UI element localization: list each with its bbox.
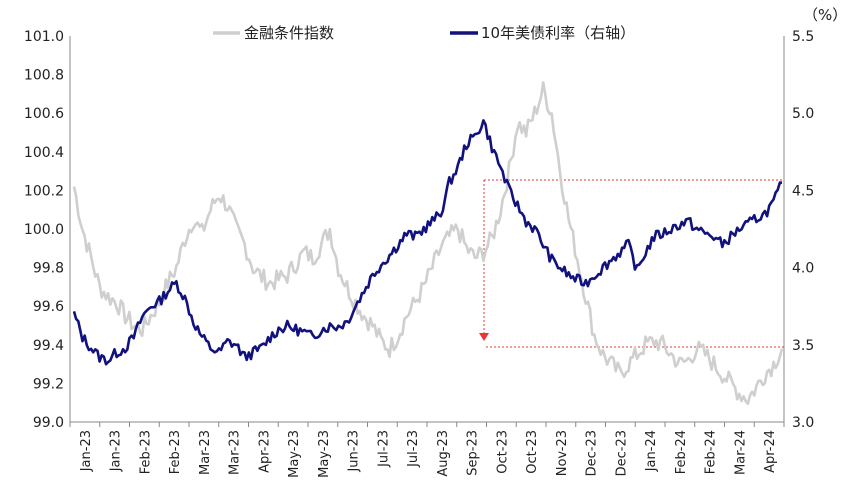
annotation [479, 179, 784, 348]
x-tick-label: Dec-23 [614, 430, 629, 476]
x-tick-label: Mar-23 [198, 430, 213, 475]
left-tick-label: 99.0 [33, 415, 64, 431]
annotation-arrowhead [479, 333, 489, 341]
x-tick-label: Feb-23 [138, 430, 153, 474]
x-tick-label: Nov-23 [555, 430, 570, 476]
legend: 金融条件指数 10年美债利率（右轴） [213, 24, 635, 42]
left-tick-label: 101.0 [24, 29, 64, 45]
x-tick-label: Aug-23 [436, 430, 451, 477]
right-tick-label: 4.5 [792, 183, 814, 199]
x-tick-label: Feb-24 [674, 430, 689, 474]
x-tick-label: Apr-23 [257, 430, 272, 473]
x-tick-label: May-23 [317, 430, 332, 478]
right-tick-label: 3.0 [792, 415, 814, 431]
left-tick-label: 99.4 [33, 338, 64, 354]
x-tick-label: Mar-24 [733, 430, 748, 475]
x-tick-label: Dec-23 [585, 430, 600, 476]
right-tick-label: 5.5 [792, 29, 814, 45]
x-tick-label: Jan-24 [644, 430, 659, 472]
right-tick-label: 3.5 [792, 338, 814, 354]
x-tick-label: Feb-24 [704, 430, 719, 474]
x-tick-label: Jul-23 [406, 430, 421, 468]
x-tick-label: Jul-23 [376, 430, 391, 468]
right-tick-label: 4.0 [792, 261, 814, 277]
x-tick-label: Jun-23 [347, 430, 362, 473]
series-line-yield [72, 119, 783, 366]
x-tick-label: Jan-23 [109, 430, 124, 472]
left-tick-label: 100.0 [24, 222, 64, 238]
x-tick-label: May-23 [287, 430, 302, 478]
x-axis-ticks: Jan-23 Jan-23 Feb-23 Feb-23 Mar-23 Mar-23 Apr-… [69, 422, 785, 478]
x-tick-label: Oct-23 [495, 430, 510, 474]
right-axis-unit-label: （%） [803, 6, 847, 24]
x-tick-label: Mar-23 [228, 430, 243, 475]
left-tick-label: 100.4 [24, 145, 64, 161]
right-tick-label: 5.0 [792, 106, 814, 122]
x-tick-label: Apr-24 [763, 430, 778, 473]
series-lines [72, 81, 784, 406]
left-tick-label: 99.8 [33, 261, 64, 277]
x-tick-label: Sep-23 [466, 430, 481, 476]
left-tick-label: 100.8 [24, 68, 64, 84]
series-line-fci [72, 81, 784, 406]
x-tick-label: Jan-23 [79, 430, 94, 472]
left-tick-label: 100.6 [24, 106, 64, 122]
legend-label-fci: 金融条件指数 [244, 24, 334, 42]
left-tick-label: 100.2 [24, 183, 64, 199]
left-axis-ticks: 99.0 99.2 99.4 99.6 99.8 100.0 100.2 100.4 100.6… [24, 29, 64, 431]
x-tick-label: Feb-23 [168, 430, 183, 474]
right-axis-ticks: 3.0 3.5 4.0 4.5 5.0 5.5 [792, 29, 814, 431]
left-tick-label: 99.6 [33, 299, 64, 315]
left-tick-label: 99.2 [33, 376, 64, 392]
x-tick-label: Oct-23 [525, 430, 540, 474]
legend-label-yield: 10年美债利率（右轴） [481, 24, 635, 42]
